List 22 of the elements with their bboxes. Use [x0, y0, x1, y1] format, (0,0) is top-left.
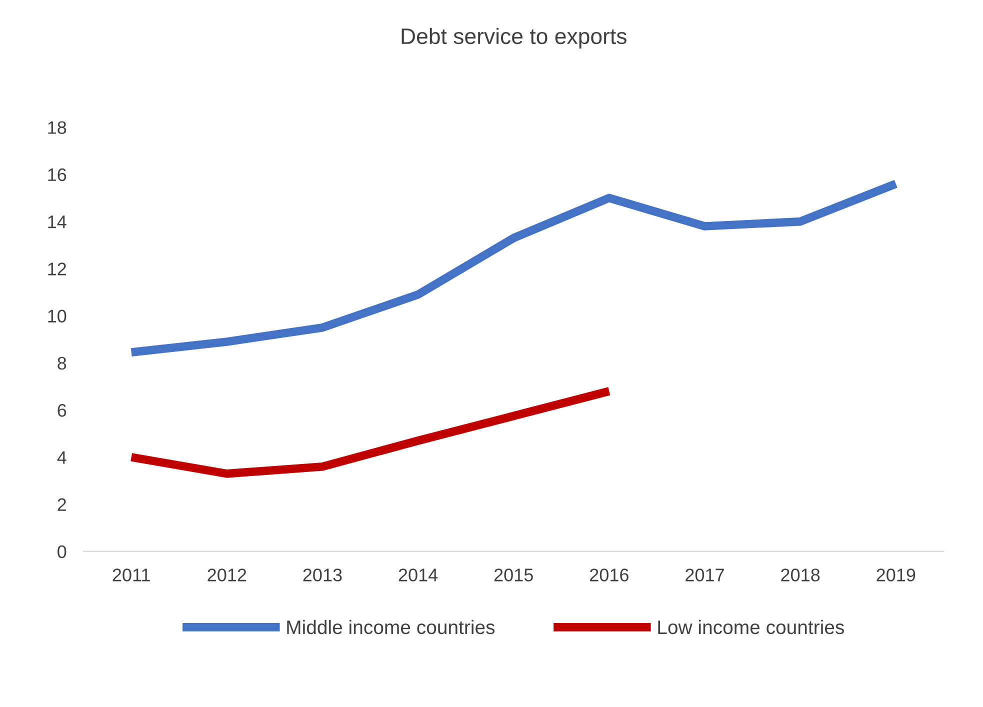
x-tick-label: 2015	[494, 568, 533, 582]
y-tick-label: 14	[48, 216, 66, 228]
legend-label: Low income countries	[658, 620, 844, 634]
y-tick-label: 12	[48, 262, 66, 276]
y-tick-label: 10	[48, 310, 66, 323]
y-tick-label: 16	[48, 168, 66, 182]
x-tick-label: 2013	[303, 568, 342, 582]
chart-title: Debt service to exports	[402, 28, 626, 49]
x-tick-label: 2019	[876, 568, 916, 582]
x-tick-label: 2018	[781, 568, 820, 582]
y-tick-label: 2	[58, 498, 66, 511]
legend-label: Middle income countries	[287, 620, 495, 634]
x-tick-label: 2014	[398, 568, 438, 582]
y-tick-label: 6	[58, 404, 66, 417]
x-tick-label: 2016	[590, 568, 628, 582]
x-tick-label: 2011	[112, 568, 150, 582]
y-tick-label: 0	[58, 545, 66, 558]
x-tick-label: 2012	[208, 568, 246, 582]
y-tick-label: 18	[48, 121, 66, 134]
y-tick-label: 8	[58, 356, 66, 370]
y-tick-label: 4	[57, 451, 66, 464]
x-tick-label: 2017	[686, 568, 724, 582]
